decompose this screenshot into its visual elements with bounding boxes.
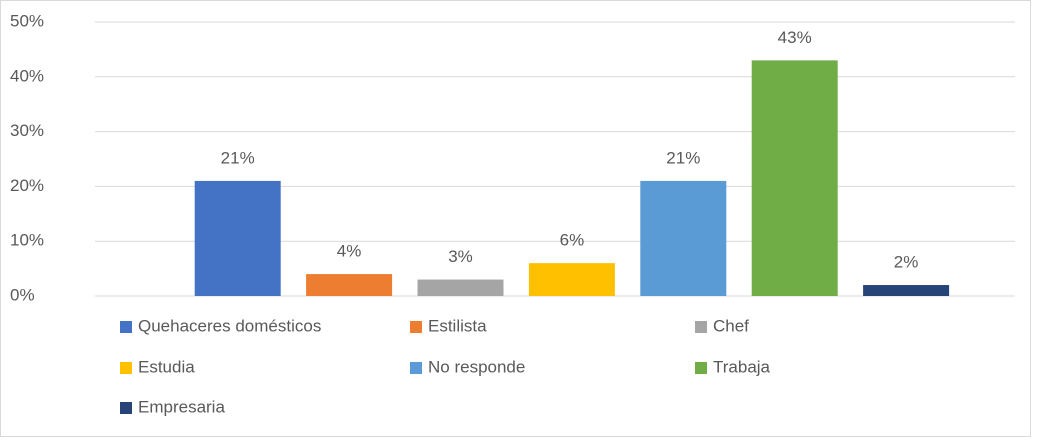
data-label: 3% [448,247,473,266]
bar [640,180,727,296]
y-tick-label: 10% [10,231,44,250]
y-tick-label: 20% [10,176,44,195]
legend-swatch [120,362,132,374]
legend-label: Empresaria [138,397,225,416]
data-label: 21% [666,148,700,167]
legend-label: Estilista [428,316,487,335]
data-label: 43% [778,28,812,47]
legend-label: Chef [713,316,749,335]
data-label: 21% [221,148,255,167]
bar [528,263,615,296]
legend-swatch [695,362,707,374]
legend-label: Trabaja [713,357,771,376]
legend-label: No responde [428,357,525,376]
legend-swatch [120,321,132,333]
legend-swatch [120,402,132,414]
bar [306,274,393,296]
y-tick-label: 40% [10,66,44,85]
bar [751,60,838,296]
legend-swatch [695,321,707,333]
legend-label: Estudia [138,357,195,376]
legend-swatch [410,362,422,374]
chart-frame [0,0,1031,437]
legend-swatch [410,321,422,333]
legend-label: Quehaceres domésticos [138,316,321,335]
y-tick-label: 50% [10,11,44,30]
data-label: 4% [337,242,362,261]
data-label: 6% [560,231,585,250]
bar [863,285,950,296]
y-tick-label: 0% [10,285,35,304]
bar [417,279,504,296]
data-label: 2% [894,253,919,272]
bar [194,180,281,296]
y-tick-label: 30% [10,121,44,140]
